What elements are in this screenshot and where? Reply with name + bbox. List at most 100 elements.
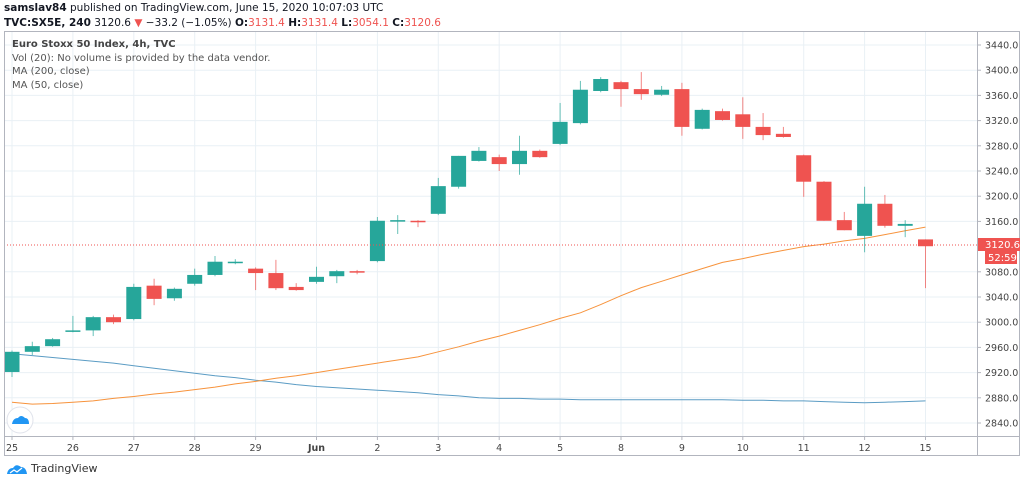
candle-body xyxy=(248,268,264,274)
last-price-tag: 3120.6 52:59 xyxy=(978,238,1020,264)
candle-body xyxy=(187,274,203,284)
chart-legend: Euro Stoxx 50 Index, 4h, TVC Vol (20): N… xyxy=(12,38,270,92)
candle-up xyxy=(166,287,182,301)
candle-down xyxy=(410,220,426,228)
candle-down xyxy=(735,97,751,139)
x-tick-label: 8 xyxy=(618,443,624,454)
candle-up xyxy=(430,177,446,216)
candle-body xyxy=(309,276,324,282)
candle-down xyxy=(877,194,893,228)
y-tick-label: 3160.0 xyxy=(985,217,1018,228)
ma200-line xyxy=(11,353,926,404)
x-tick-label: 5 xyxy=(557,443,563,454)
candle-body xyxy=(755,126,771,136)
down-arrow-icon: ▼ xyxy=(134,17,143,29)
candle-up xyxy=(390,215,406,234)
close-label: C: xyxy=(392,17,405,29)
candle-down xyxy=(816,181,832,221)
candle-down xyxy=(796,154,812,197)
candle-up xyxy=(227,259,243,265)
candle-up xyxy=(572,80,588,125)
candle-body xyxy=(288,286,304,291)
candle-body xyxy=(166,288,182,299)
candle-body xyxy=(674,89,690,127)
candle-up xyxy=(512,135,527,175)
low-value: 3054.1 xyxy=(352,17,389,29)
candle-body xyxy=(654,89,670,95)
open-label: O: xyxy=(234,17,249,29)
y-tick-label: 3240.0 xyxy=(985,167,1018,178)
candle-body xyxy=(552,121,568,144)
x-tick-label: 11 xyxy=(798,443,810,454)
candle-body xyxy=(512,150,527,165)
candle-body xyxy=(329,271,345,277)
candle-down xyxy=(775,126,791,138)
candle-body xyxy=(613,82,629,90)
candle-down xyxy=(532,149,548,158)
x-tick-label: 4 xyxy=(496,443,502,454)
candles xyxy=(4,72,933,378)
candle-body xyxy=(796,155,812,182)
candle-body xyxy=(633,89,649,95)
candle-up xyxy=(85,315,101,337)
candle-up xyxy=(4,350,20,378)
candle-down xyxy=(248,267,264,291)
last-price: 3120.6 xyxy=(94,17,131,29)
candle-up xyxy=(309,266,324,284)
candle-body xyxy=(775,133,791,137)
price-axis[interactable]: 3440.0 3400.0 3360.0 3320.0 3280.0 3240.0 3200… xyxy=(977,41,1018,430)
open-value: 3131.4 xyxy=(248,17,285,29)
y-tick-label: 2960.0 xyxy=(985,343,1018,354)
candle-body xyxy=(227,261,243,264)
candle-up xyxy=(694,108,710,130)
candle-up xyxy=(207,256,223,277)
candle-body xyxy=(24,346,40,352)
candle-up xyxy=(45,337,61,347)
cloud-icon xyxy=(12,416,29,424)
candle-body xyxy=(369,220,385,262)
tv-logo-button[interactable] xyxy=(6,406,34,434)
candle-body xyxy=(430,186,446,214)
x-tick-label: 9 xyxy=(679,443,685,454)
symbol: TVC:SX5E, 240 xyxy=(4,17,91,29)
candle-down xyxy=(349,269,365,275)
candle-body xyxy=(45,339,61,347)
y-tick-label: 3400.0 xyxy=(985,66,1018,77)
candle-down xyxy=(836,211,852,231)
legend-ma50[interactable]: MA (50, close) xyxy=(12,79,84,91)
x-tick-label: 27 xyxy=(128,443,140,454)
x-tick-label: 2 xyxy=(374,443,380,454)
candle-down xyxy=(715,108,730,121)
close-value: 3120.6 xyxy=(404,17,441,29)
candle-up xyxy=(593,77,609,93)
y-tick-label: 3440.0 xyxy=(985,41,1018,52)
price-change: −33.2 (−1.05%) xyxy=(145,17,232,29)
x-tick-label: 25 xyxy=(6,443,18,454)
ma50-line xyxy=(11,226,926,405)
y-tick-label: 3080.0 xyxy=(985,267,1018,278)
y-tick-label: 2840.0 xyxy=(985,419,1018,430)
x-tick-label: 10 xyxy=(737,443,749,454)
last-price-tag-text: 3120.6 xyxy=(985,240,1020,251)
candle-up xyxy=(552,102,568,146)
low-label: L: xyxy=(341,17,353,29)
candle-up xyxy=(451,155,467,189)
candle-body xyxy=(491,157,507,165)
candle-up xyxy=(126,283,142,321)
candle-body xyxy=(857,203,873,236)
tradingview-logo-icon xyxy=(7,464,27,474)
candle-body xyxy=(207,261,223,275)
high-value: 3131.4 xyxy=(301,17,338,29)
candle-down xyxy=(918,239,933,289)
candle-body xyxy=(897,223,913,226)
time-axis[interactable]: 25 26 27 28 29 Jun 2 3 4 5 8 9 10 11 12 15 xyxy=(6,436,932,454)
candle-up xyxy=(24,341,40,355)
tradingview-brand[interactable]: TradingView xyxy=(6,462,97,475)
candle-body xyxy=(836,220,852,231)
symbol-info: TVC:SX5E, 240 3120.6 ▼ −33.2 (−1.05%) O:… xyxy=(4,17,441,29)
legend-ma200[interactable]: MA (200, close) xyxy=(12,66,90,77)
x-tick-label: 28 xyxy=(189,443,201,454)
candle-body xyxy=(593,79,609,91)
author-link[interactable]: samslav84 xyxy=(4,2,67,14)
